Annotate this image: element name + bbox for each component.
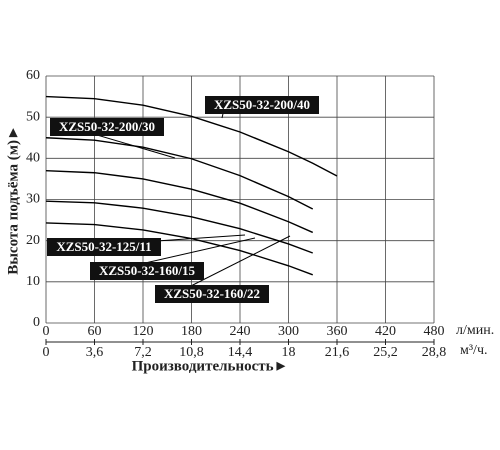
x2-unit: м³/ч. [460, 343, 488, 358]
x2-tick-label: 7,2 [134, 345, 152, 360]
x-tick-label: 480 [424, 324, 445, 339]
legend-box [205, 96, 319, 114]
legend-label: XZS50-32-160/22 [164, 286, 260, 301]
y-tick-label: 0 [33, 315, 40, 330]
legend-label: XZS50-32-125/11 [56, 239, 151, 254]
curve [45, 95, 338, 177]
x2-tick-label: 10,8 [179, 345, 204, 360]
x-tick-label: 60 [88, 324, 102, 339]
y-tick-label: 40 [26, 151, 40, 166]
x-unit: л/мин. [456, 323, 494, 338]
x-tick-label: 120 [133, 324, 154, 339]
leader-line [174, 235, 291, 295]
x2-tick-label: 3,6 [86, 345, 104, 360]
x2-tick-label: 0 [43, 345, 50, 360]
curve [45, 169, 314, 234]
x2-tick-label: 25,2 [373, 345, 398, 360]
legend-box [90, 262, 204, 280]
x-tick-label: 240 [230, 324, 251, 339]
y-tick-label: 60 [26, 68, 40, 83]
y-tick-label: 10 [26, 274, 40, 289]
y-tick-label: 30 [26, 192, 40, 207]
x-tick-label: 420 [375, 324, 396, 339]
y-axis-title: Высота подъёма (м)► [5, 125, 21, 275]
legend-box [155, 285, 269, 303]
legend-box [47, 238, 161, 256]
x-tick-label: 180 [181, 324, 202, 339]
legend-label: XZS50-32-160/15 [99, 263, 196, 278]
x-axis-title: Производительность► [132, 358, 289, 374]
x-tick-label: 360 [327, 324, 348, 339]
legend-label: XZS50-32-200/40 [214, 97, 310, 112]
x-tick-label: 300 [278, 324, 299, 339]
x2-tick-label: 21,6 [325, 345, 350, 360]
x2-tick-label: 18 [282, 345, 296, 360]
legend-box [50, 118, 164, 136]
x2-tick-label: 14,4 [228, 345, 253, 360]
y-tick-label: 50 [26, 109, 40, 124]
x2-tick-label: 28,8 [422, 345, 447, 360]
curve [45, 137, 314, 210]
y-tick-label: 20 [26, 233, 40, 248]
curve [45, 200, 313, 254]
x-tick-label: 0 [43, 324, 50, 339]
legend-label: XZS50-32-200/30 [59, 119, 155, 134]
